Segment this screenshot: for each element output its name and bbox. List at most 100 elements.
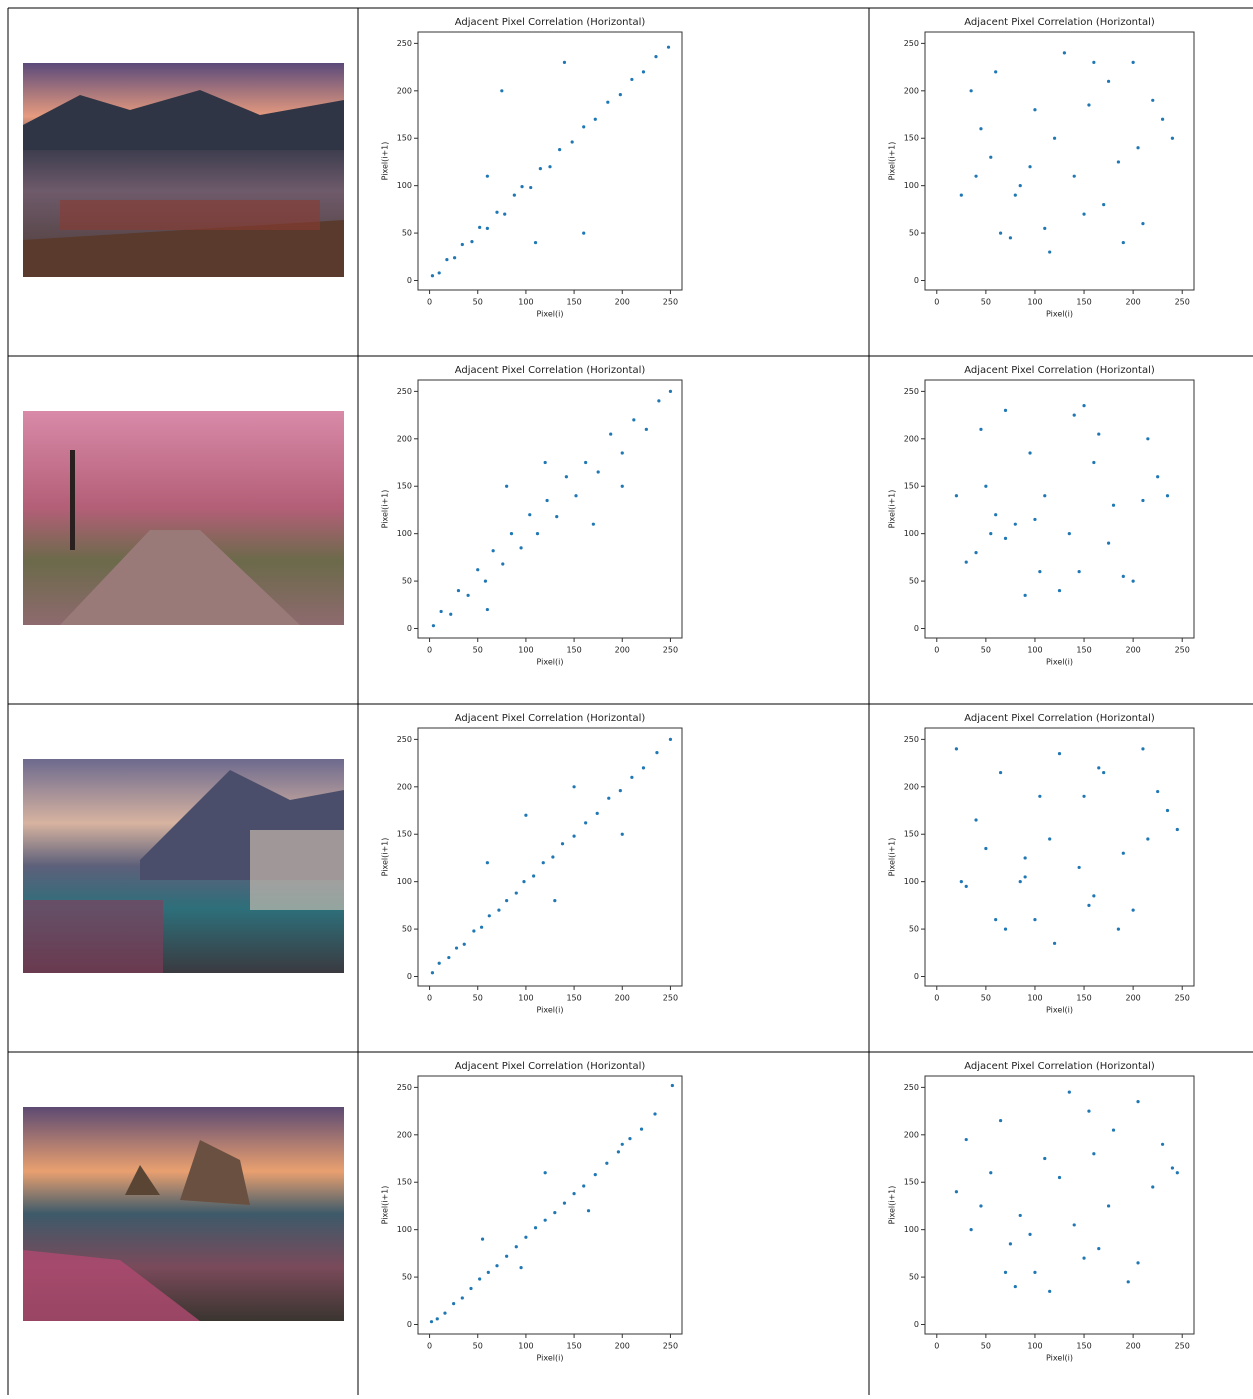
- scatter-point: [539, 167, 542, 170]
- scatter-point: [1073, 413, 1076, 416]
- scatter-point: [555, 515, 558, 518]
- photo-mountain-village: [23, 759, 344, 973]
- x-tick-label: 200: [615, 1342, 630, 1351]
- x-axis-label: Pixel(i): [537, 310, 564, 319]
- y-tick-label: 150: [904, 830, 919, 839]
- y-tick-label: 250: [397, 39, 412, 48]
- scatter-point: [1141, 499, 1144, 502]
- body: Adjacent Pixel Correlation (Horizontal) P…: [0, 0, 1253, 1399]
- scatter-point: [645, 428, 648, 431]
- scatter-point: [669, 390, 672, 393]
- y-tick-label: 50: [402, 925, 412, 934]
- scatter-point: [544, 461, 547, 464]
- scatter-point: [430, 1320, 433, 1323]
- scatter-point: [500, 89, 503, 92]
- x-tick-label: 0: [427, 646, 432, 655]
- scatter-point: [671, 1084, 674, 1087]
- scatter-point: [1082, 795, 1085, 798]
- y-tick-label: 50: [909, 577, 919, 586]
- scatter-point: [1102, 771, 1105, 774]
- chart-title: Adjacent Pixel Correlation (Horizontal): [455, 17, 646, 28]
- y-tick-label: 250: [397, 735, 412, 744]
- x-tick-label: 200: [615, 646, 630, 655]
- x-tick-label: 0: [427, 1342, 432, 1351]
- scatter-point: [1132, 579, 1135, 582]
- scatter-point: [1141, 222, 1144, 225]
- scatter-point: [449, 613, 452, 616]
- y-tick-label: 150: [397, 482, 412, 491]
- scatter-point: [1171, 1166, 1174, 1169]
- scatter-point: [994, 513, 997, 516]
- y-tick-label: 0: [914, 276, 919, 285]
- y-tick-label: 50: [909, 1273, 919, 1282]
- y-tick-label: 200: [904, 782, 919, 791]
- y-tick-label: 200: [397, 434, 412, 443]
- x-axis-label: Pixel(i): [1046, 310, 1073, 319]
- x-tick-label: 200: [1125, 1342, 1140, 1351]
- scatter-point: [1156, 790, 1159, 793]
- y-tick-label: 150: [397, 1178, 412, 1187]
- scatter-point: [607, 797, 610, 800]
- scatter-point: [486, 227, 489, 230]
- scatter-point: [1087, 904, 1090, 907]
- y-tick-label: 250: [397, 387, 412, 396]
- scatter-point: [1014, 1285, 1017, 1288]
- scatter-point: [571, 140, 574, 143]
- scatter-point: [642, 70, 645, 73]
- scatter-point: [447, 956, 450, 959]
- scatter-point: [1146, 437, 1149, 440]
- scatter-point: [1033, 1271, 1036, 1274]
- x-tick-label: 50: [473, 994, 483, 1003]
- scatter-point: [979, 127, 982, 130]
- y-tick-label: 100: [904, 529, 919, 538]
- y-tick-label: 100: [904, 1225, 919, 1234]
- scatter-point: [505, 1255, 508, 1258]
- scatter-point: [1122, 852, 1125, 855]
- scatter-point: [1058, 1176, 1061, 1179]
- scatter-point: [970, 89, 973, 92]
- scatter-point: [544, 1171, 547, 1174]
- scatter-point: [524, 814, 527, 817]
- scatter-point: [657, 399, 660, 402]
- scatter-point: [979, 1204, 982, 1207]
- scatter-point: [520, 185, 523, 188]
- x-tick-label: 200: [1125, 994, 1140, 1003]
- scatter-point: [486, 608, 489, 611]
- scatter-point: [1078, 866, 1081, 869]
- y-tick-label: 150: [904, 134, 919, 143]
- y-tick-label: 100: [397, 877, 412, 886]
- scatter-point: [519, 1266, 522, 1269]
- scatter-point: [994, 918, 997, 921]
- scatter-point: [617, 1150, 620, 1153]
- scatter-point: [1033, 518, 1036, 521]
- scatter-point: [1127, 1280, 1130, 1283]
- scatter-point: [463, 943, 466, 946]
- scatter-point: [1024, 594, 1027, 597]
- scatter-point: [469, 1287, 472, 1290]
- chart-title: Adjacent Pixel Correlation (Horizontal): [455, 365, 646, 376]
- x-tick-label: 0: [934, 646, 939, 655]
- scatter-point: [1033, 918, 1036, 921]
- scatter-point: [455, 946, 458, 949]
- scatter-point: [1117, 927, 1120, 930]
- chart-title: Adjacent Pixel Correlation (Horizontal): [964, 1061, 1155, 1072]
- scatter-point: [528, 513, 531, 516]
- y-tick-label: 50: [402, 1273, 412, 1282]
- y-tick-label: 100: [397, 529, 412, 538]
- scatter-point: [960, 880, 963, 883]
- scatter-point: [1019, 184, 1022, 187]
- y-tick-label: 150: [904, 1178, 919, 1187]
- y-axis-label: Pixel(i+1): [381, 838, 390, 877]
- y-axis-label: Pixel(i+1): [888, 838, 897, 877]
- scatter-point: [1078, 570, 1081, 573]
- scatter-point: [505, 485, 508, 488]
- scatter-point: [582, 125, 585, 128]
- scatter-point: [1019, 880, 1022, 883]
- scatter-point: [574, 494, 577, 497]
- scatter-point: [1087, 103, 1090, 106]
- x-tick-label: 50: [981, 994, 991, 1003]
- scatter-point: [1063, 51, 1066, 54]
- scatter-point: [619, 93, 622, 96]
- scatter-point: [965, 885, 968, 888]
- scatter-point: [584, 461, 587, 464]
